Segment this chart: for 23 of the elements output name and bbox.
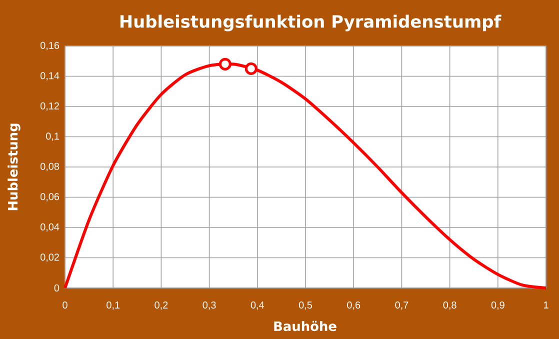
y-tick-label: 0 bbox=[54, 284, 60, 292]
y-tick-label: 0,06 bbox=[40, 193, 60, 202]
x-tick-label: 0,7 bbox=[395, 302, 408, 310]
x-tick-label: 0,1 bbox=[106, 302, 120, 310]
y-tick-label: 0,04 bbox=[40, 223, 60, 232]
y-tick-label: 0,02 bbox=[40, 254, 59, 262]
x-tick-label: 0,9 bbox=[491, 302, 504, 310]
x-tick-label: 0,4 bbox=[250, 302, 264, 310]
y-tick-label: 0,1 bbox=[46, 132, 60, 141]
x-tick-label: 0,2 bbox=[154, 302, 168, 310]
chart-title: Hubleistungsfunktion Pyramidenstumpf bbox=[120, 14, 502, 32]
y-tick-label: 0,08 bbox=[40, 162, 60, 172]
x-tick-label: 0 bbox=[62, 302, 68, 309]
x-tick-label: 0,3 bbox=[202, 302, 216, 310]
y-tick-label: 0,12 bbox=[40, 102, 59, 111]
x-tick-label: 0,5 bbox=[298, 302, 312, 310]
y-tick-label: 0,14 bbox=[40, 72, 60, 80]
x-tick-label: 0,6 bbox=[347, 302, 360, 310]
x-axis-title: Bauhöhe bbox=[274, 320, 336, 332]
y-axis-title: Hubleistung bbox=[8, 124, 20, 210]
x-tick-label: 0,8 bbox=[443, 302, 456, 310]
x-tick-label: 1 bbox=[544, 302, 548, 308]
y-tick-label: 0,16 bbox=[40, 42, 60, 50]
